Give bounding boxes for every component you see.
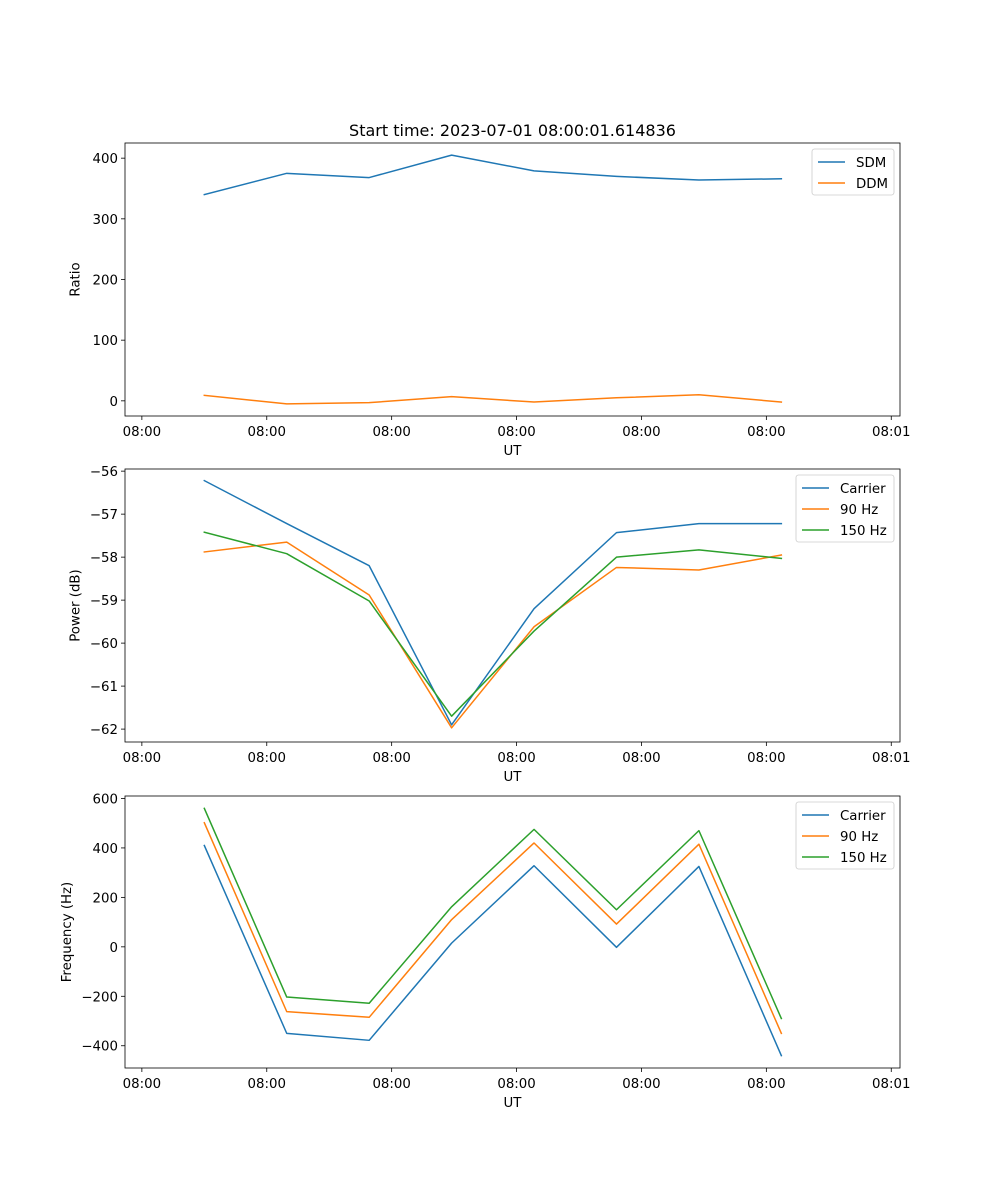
x-tick-label: 08:00 <box>248 751 286 766</box>
series-line-150-hz <box>203 531 783 717</box>
x-tick-label: 08:00 <box>747 425 785 440</box>
x-tick-label: 08:00 <box>622 1077 660 1092</box>
series-line-90-hz <box>203 541 783 729</box>
x-axis-label: UT <box>504 1096 523 1111</box>
y-tick-label: 300 <box>93 213 118 228</box>
x-axis-label: UT <box>504 770 523 785</box>
ratio-panel: 08:00 08:00 08:00 08:00 08:00 08:00 08:01 0 100 2… <box>69 142 910 459</box>
x-tick-label: 08:00 <box>497 1077 535 1092</box>
legend-label: SDM <box>856 156 886 171</box>
y-tick-label: −400 <box>81 1040 118 1055</box>
axes-frame <box>124 468 901 743</box>
y-tick-label: 200 <box>93 274 118 289</box>
chart-title: Start time: 2023-07-01 08:00:01.614836 <box>349 121 676 140</box>
y-tick-label: −200 <box>81 990 118 1005</box>
legend-box <box>795 474 895 543</box>
y-tick-label: −56 <box>90 465 118 480</box>
legend-label: 90 Hz <box>840 830 878 845</box>
series-line-sdm <box>203 154 783 196</box>
legend: SDM DDM <box>811 148 895 196</box>
series-line-150-hz <box>203 807 783 1020</box>
legend-box <box>795 801 895 870</box>
series-line-90-hz <box>203 821 783 1035</box>
y-tick-label: −62 <box>90 723 118 738</box>
legend-label: 90 Hz <box>840 503 878 518</box>
series-line-ddm <box>203 394 783 405</box>
x-tick-label: 08:00 <box>372 425 410 440</box>
x-tick-label: 08:00 <box>123 1077 161 1092</box>
y-tick-label: 0 <box>110 941 118 956</box>
series-line-carrier <box>203 479 783 726</box>
y-tick-label: 200 <box>93 891 118 906</box>
y-tick-label: −59 <box>90 594 118 609</box>
x-tick-label: 08:00 <box>622 751 660 766</box>
y-tick-label: −60 <box>90 637 118 652</box>
x-axis-label: UT <box>504 444 523 459</box>
x-tick-label: 08:00 <box>497 425 535 440</box>
x-tick-label: 08:00 <box>497 751 535 766</box>
legend: Carrier 90 Hz 150 Hz <box>795 474 895 543</box>
x-tick-label: 08:01 <box>872 425 910 440</box>
frequency-panel: 08:00 08:00 08:00 08:00 08:00 08:00 08:01 −400 −… <box>60 792 910 1111</box>
y-tick-label: 0 <box>110 395 118 410</box>
y-tick-label: 100 <box>93 334 118 349</box>
legend-label: Carrier <box>840 482 886 497</box>
y-tick-label: 400 <box>93 842 118 857</box>
x-tick-label: 08:00 <box>747 1077 785 1092</box>
x-tick-label: 08:00 <box>248 1077 286 1092</box>
series-line-carrier <box>203 844 783 1057</box>
legend-label: 150 Hz <box>840 524 887 539</box>
y-tick-label: −57 <box>90 508 118 523</box>
x-tick-label: 08:00 <box>622 425 660 440</box>
x-tick-label: 08:00 <box>372 751 410 766</box>
x-tick-label: 08:00 <box>372 1077 410 1092</box>
x-tick-label: 08:01 <box>872 751 910 766</box>
x-tick-label: 08:00 <box>123 425 161 440</box>
power-panel: 08:00 08:00 08:00 08:00 08:00 08:00 08:01 −62 −6… <box>69 465 911 785</box>
legend-label: Carrier <box>840 809 886 824</box>
legend-label: 150 Hz <box>840 851 887 866</box>
x-tick-label: 08:01 <box>872 1077 910 1092</box>
y-axis-label: Frequency (Hz) <box>60 882 75 983</box>
legend-label: DDM <box>856 177 888 192</box>
y-axis-label: Power (dB) <box>69 569 84 642</box>
y-tick-label: 400 <box>93 152 118 167</box>
x-tick-label: 08:00 <box>248 425 286 440</box>
y-tick-label: −58 <box>90 551 118 566</box>
y-axis-label: Ratio <box>69 262 84 296</box>
x-tick-label: 08:00 <box>123 751 161 766</box>
y-tick-label: 600 <box>93 792 118 807</box>
legend: Carrier 90 Hz 150 Hz <box>795 801 895 870</box>
x-tick-label: 08:00 <box>747 751 785 766</box>
y-tick-label: −61 <box>90 680 118 695</box>
axes-frame <box>124 795 901 1069</box>
